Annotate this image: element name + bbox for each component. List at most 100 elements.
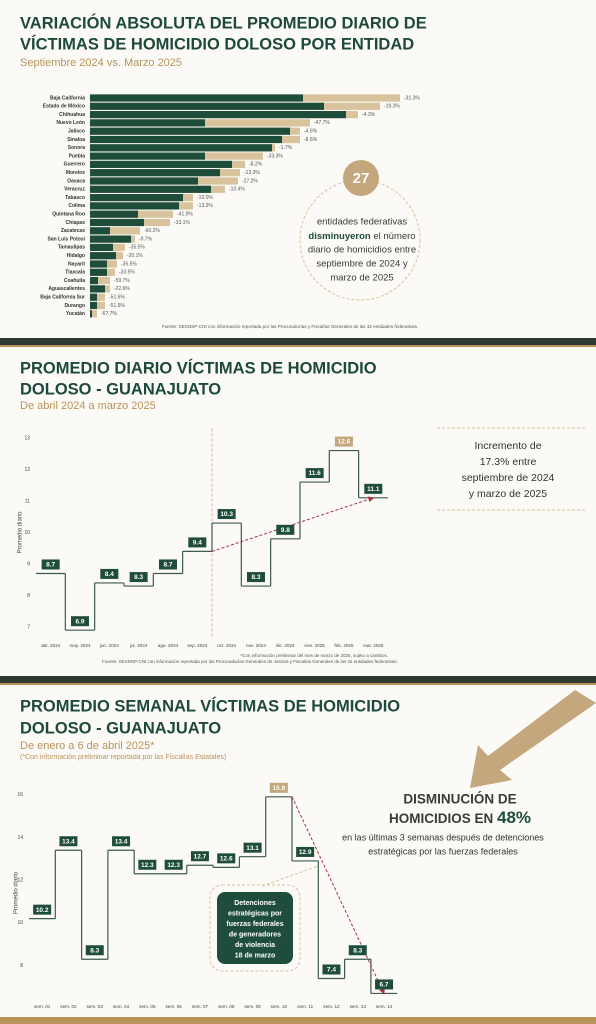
bar [90, 152, 205, 160]
change-label: -47.7% [314, 120, 330, 126]
bar [90, 227, 140, 235]
x-tick-label: sep. 2024 [187, 643, 208, 648]
bar [90, 210, 138, 218]
y-tick-label: 12 [24, 467, 30, 473]
value-label: 8.3 [134, 574, 143, 581]
change-label: -13.3% [244, 170, 260, 176]
value-label-box [348, 945, 367, 956]
category-label: Tlaxcala [65, 270, 85, 276]
box-border [209, 884, 301, 972]
category-label: Guerrero [64, 162, 85, 168]
bar [90, 285, 105, 293]
value-label: 9.8 [281, 527, 290, 534]
bar [90, 144, 272, 152]
value-label: 8.3 [90, 947, 99, 954]
change-label: -9.7% [139, 236, 153, 242]
change-label: -67.7% [101, 311, 117, 317]
change-label: -20.1% [127, 253, 143, 259]
note: *Con información preliminar del mes de m… [240, 653, 388, 658]
category-label: Baja California Sur [40, 295, 85, 301]
x-tick-label: sem. 09 [244, 1004, 261, 1009]
value-label-box [100, 568, 119, 579]
y-axis-title: Promedio diario [14, 871, 20, 914]
change-label: -4.3% [362, 112, 376, 118]
value-label-box [164, 859, 183, 870]
change-label: -8.6% [304, 137, 318, 143]
x-tick-label: abr. 2024 [41, 643, 61, 648]
value-label-box [334, 436, 353, 447]
category-label: Tabasco [65, 195, 85, 201]
change-label: -35.5% [129, 245, 145, 251]
annotation-emphasis: disminuyeron [308, 231, 370, 242]
bar [90, 301, 97, 310]
x-tick-label: may. 2024 [69, 643, 91, 648]
annotation-badge [343, 160, 379, 196]
value-label: 13.1 [246, 845, 259, 852]
divider [0, 338, 596, 345]
annotation-text: entidades federativas [317, 217, 408, 228]
bar [90, 127, 290, 135]
value-label: 8.7 [163, 562, 172, 569]
value-label-box [246, 572, 265, 583]
y-tick-label: 10 [17, 920, 23, 926]
x-tick-label: sem. 01 [34, 1004, 51, 1009]
value-label: 12.9 [299, 849, 312, 856]
y-tick-label: 16 [17, 792, 23, 798]
change-label: -19.3% [384, 104, 400, 110]
category-label: Aguascalientes [48, 286, 85, 292]
value-label: 12.3 [141, 862, 154, 869]
value-label-box [364, 483, 383, 494]
value-label: 8.7 [46, 562, 55, 569]
bar [90, 185, 211, 193]
headline: DISMINUCIÓN DE [403, 792, 516, 807]
value-label-box [158, 559, 177, 570]
value-label: 10.3 [220, 511, 233, 518]
value-label-box [129, 572, 148, 583]
category-label: Coahuila [64, 278, 85, 284]
subtitle: De abril 2024 a marzo 2025 [20, 400, 156, 412]
value-label: 12.3 [167, 862, 180, 869]
box-text: fuerzas federales [226, 921, 283, 928]
change-label: -10.4% [229, 187, 245, 193]
category-label: Chihuahua [59, 112, 85, 118]
value-label-box [33, 904, 52, 915]
bar [90, 102, 324, 110]
event-box [217, 892, 293, 964]
bar [90, 301, 105, 310]
change-label: -10.0% [197, 195, 213, 201]
x-tick-label: sem. 02 [60, 1004, 77, 1009]
arrow-icon [470, 690, 596, 788]
value-label: 12.7 [194, 853, 207, 860]
subtitle: De enero a 6 de abril 2025* [20, 740, 155, 752]
category-label: San Luis Potosí [47, 236, 85, 242]
change-label: -33.1% [174, 220, 190, 226]
category-label: Nuevo León [56, 120, 85, 126]
value-label: 12.6 [220, 855, 233, 862]
x-tick-label: sem. 10 [271, 1004, 288, 1009]
box-text: de generadores [229, 931, 281, 938]
category-label: Colima [68, 203, 85, 209]
value-label: 12.6 [338, 439, 351, 446]
category-label: Sinaloa [67, 137, 85, 143]
value-label: 13.4 [62, 838, 75, 845]
box-text: Detenciones [234, 900, 276, 907]
bar [90, 227, 110, 235]
bar [90, 310, 92, 318]
y-tick-label: 13 [24, 435, 30, 441]
headline-figure: 48% [497, 808, 531, 827]
change-label: -13.3% [197, 203, 213, 209]
bar [90, 177, 198, 185]
bar [90, 277, 98, 285]
x-tick-label: jun. 2024 [99, 643, 119, 648]
divider [0, 676, 596, 683]
box-text: de violencia [235, 942, 275, 949]
subtitle: Septiembre 2024 vs. Marzo 2025 [20, 57, 182, 69]
category-label: Zacatecas [61, 228, 85, 234]
category-label: Durango [64, 303, 85, 309]
value-label: 7.4 [327, 967, 336, 974]
headline-detail: estratégicas por las fuerzas federales [368, 846, 518, 856]
headline-detail: en las últimas 3 semanas después de dete… [342, 832, 544, 842]
title: PROMEDIO DIARIO VÍCTIMAS DE HOMICIDIO [20, 358, 377, 377]
bar [90, 135, 282, 144]
